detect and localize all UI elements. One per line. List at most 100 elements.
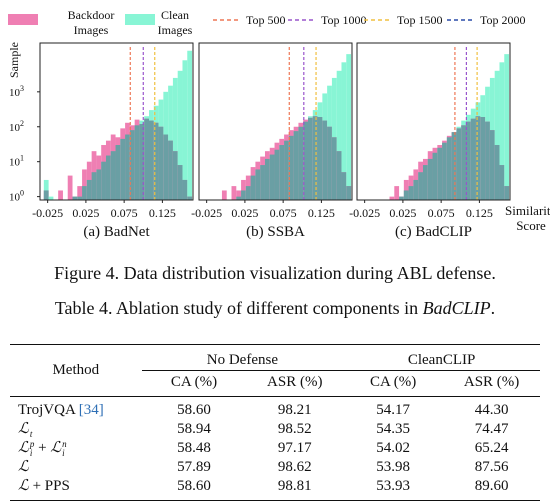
- bar-clean: [341, 62, 347, 200]
- bar-overlap: [446, 137, 452, 200]
- bar-overlap: [86, 179, 92, 200]
- bar-overlap: [182, 179, 188, 200]
- loss-symbol: ℒ: [18, 440, 29, 456]
- bar-overlap: [91, 172, 97, 200]
- value-cell: 44.30: [439, 396, 540, 420]
- histogram-panel: -0.025 0.025 0.075 0.125: [191, 42, 353, 220]
- bar-overlap: [499, 165, 505, 200]
- column-header: CA (%): [141, 370, 243, 397]
- bar-overlap: [236, 196, 242, 200]
- bar-overlap: [293, 131, 299, 200]
- table-header-row: Method No Defense CleanCLIP: [10, 344, 540, 397]
- bar-overlap: [105, 155, 111, 200]
- bar-overlap: [308, 117, 313, 200]
- value-cell: 54.17: [343, 396, 440, 420]
- bar-overlap: [303, 121, 309, 200]
- value-cell: 65.24: [474, 440, 509, 456]
- bar-backdoor: [82, 169, 87, 200]
- y-tick-label: 101: [9, 154, 24, 169]
- x-tick-label: 0.025: [389, 206, 416, 220]
- bar-overlap: [149, 120, 154, 200]
- bar-overlap: [494, 145, 500, 200]
- bar-overlap: [125, 134, 130, 200]
- bar-backdoor: [403, 179, 409, 200]
- value-cell: 98.81: [242, 477, 344, 501]
- bar-overlap: [346, 186, 352, 200]
- bar-backdoor: [221, 190, 227, 200]
- loss-symbol: ℒ: [18, 459, 29, 475]
- bar-overlap: [77, 196, 83, 200]
- table-caption-suffix: .: [490, 298, 496, 318]
- bar-overlap: [312, 116, 318, 200]
- histogram-panel: -0.025 0.025 0.075 0.125 100 101 102 103: [9, 42, 194, 220]
- bar-clean: [504, 54, 510, 200]
- column-header: ASR (%): [242, 370, 344, 397]
- citation-link[interactable]: [34]: [78, 402, 104, 418]
- legend-label-top: Top 2000: [480, 13, 526, 27]
- bar-overlap: [264, 158, 270, 200]
- bar-overlap: [153, 122, 159, 200]
- table-row: TrojVQA [34] 58.60 98.21 54.17 44.30: [10, 396, 540, 420]
- bar-overlap: [298, 126, 304, 200]
- bar-clean: [177, 70, 183, 200]
- bar-overlap: [432, 152, 438, 200]
- bar-backdoor: [236, 190, 242, 200]
- loss-symbol: ℒ: [50, 440, 62, 456]
- column-header-method: Method: [10, 344, 142, 397]
- bar-overlap: [485, 121, 490, 200]
- value-cell: 58.60: [141, 396, 243, 420]
- value-cell: 97.17: [277, 440, 312, 456]
- bar-backdoor: [231, 186, 237, 200]
- group-header-cleanclip: CleanCLIP: [343, 344, 540, 371]
- value-cell: 89.60: [439, 477, 540, 501]
- bar-overlap: [158, 126, 164, 200]
- panel-title: (c) BadCLIP: [395, 224, 472, 240]
- method-cell: ℒ + PPS: [10, 477, 142, 501]
- bar-overlap: [82, 186, 87, 200]
- bar-clean: [187, 50, 193, 200]
- bar-overlap: [461, 125, 467, 200]
- bar-overlap: [269, 154, 275, 200]
- bar-overlap: [336, 151, 342, 200]
- bar-overlap: [144, 118, 150, 200]
- panel-frame: [39, 42, 194, 201]
- bar-overlap: [250, 175, 256, 200]
- table-caption: Table 4. Ablation study of different com…: [0, 297, 550, 319]
- bar-overlap: [120, 138, 126, 200]
- y-tick-label: 102: [9, 119, 24, 134]
- bar-overlap: [255, 169, 261, 200]
- x-tick-label: 0.125: [308, 206, 335, 220]
- x-tick-label: 0.125: [466, 206, 493, 220]
- table-subheader-row: CA (%) ASR (%) CA (%) ASR (%): [10, 370, 540, 397]
- bar-overlap: [177, 165, 183, 200]
- value-cell: 74.47: [474, 421, 509, 437]
- bar-overlap: [470, 118, 476, 200]
- bar-overlap: [489, 130, 495, 200]
- bar-overlap: [451, 132, 457, 200]
- bar-backdoor: [77, 186, 83, 200]
- bar-overlap: [466, 121, 471, 200]
- bar-clean: [172, 77, 178, 200]
- value-cell: 58.60: [141, 477, 243, 501]
- panel-frame: [198, 42, 353, 201]
- bar-overlap: [241, 190, 246, 200]
- x-tick-label: 0.075: [111, 206, 138, 220]
- method-cell: TrojVQA [34]: [10, 396, 142, 420]
- x-axis-label: Score: [516, 218, 546, 233]
- method-cell: ℒ t: [18, 421, 33, 439]
- bar-overlap: [245, 186, 251, 200]
- y-tick-label: 100: [9, 189, 24, 204]
- ablation-table: Method No Defense CleanCLIP CA (%) ASR (%) CA…: [10, 344, 540, 501]
- bar-clean: [43, 179, 49, 200]
- value-cell: 98.62: [277, 459, 312, 475]
- histogram-panel: -0.025 0.025 0.075 0.125: [349, 42, 511, 220]
- bar-overlap: [96, 169, 102, 200]
- bar-overlap: [442, 142, 447, 200]
- bar-backdoor: [58, 190, 63, 200]
- loss-symbol: ℒ: [18, 478, 29, 494]
- panel-frame: [356, 42, 511, 201]
- value-cell: 98.21: [242, 396, 344, 420]
- panel-title: (a) BadNet: [83, 224, 150, 240]
- bar-clean: [499, 62, 505, 200]
